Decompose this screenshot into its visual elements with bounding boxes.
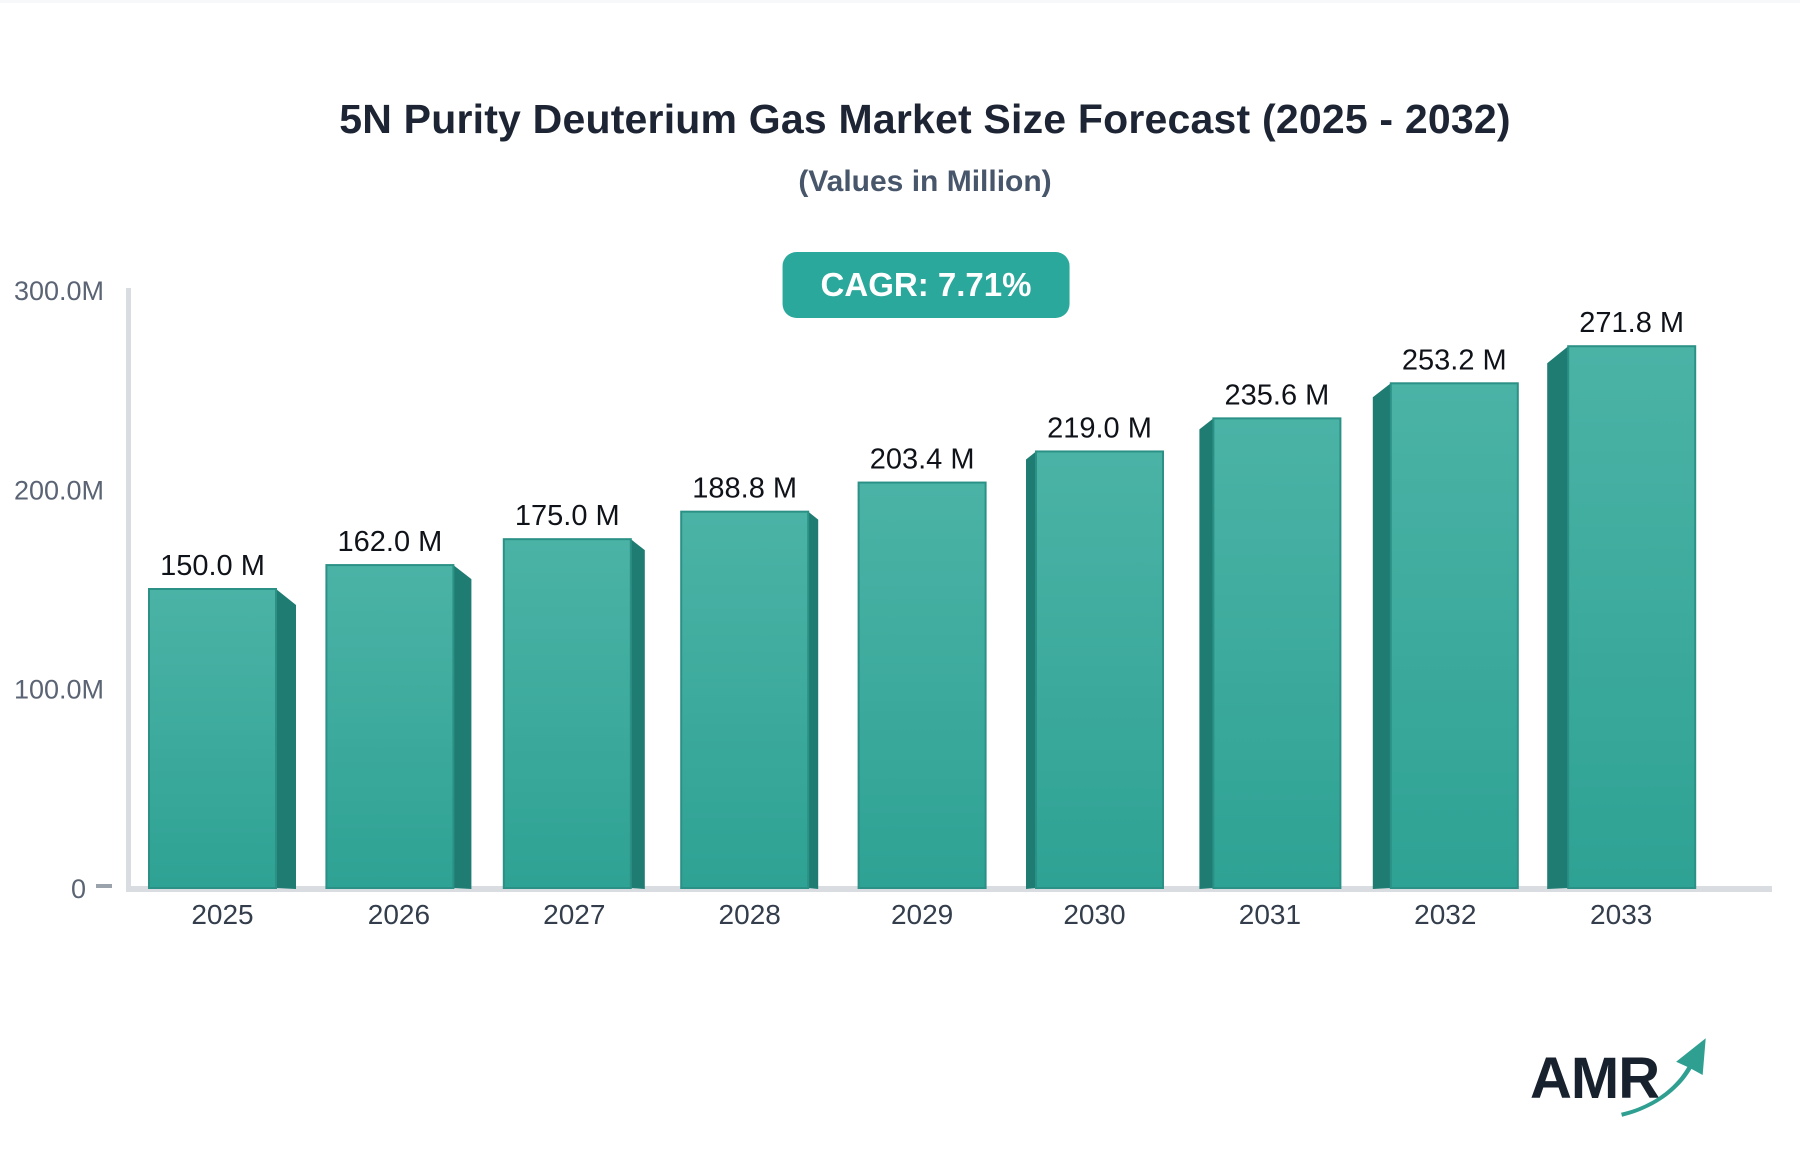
bar-value-label-2029: 203.4 M [870,444,975,476]
bar-side-face-2025 [276,589,296,889]
bar-2028 [680,510,810,889]
bar-2027 [502,538,632,890]
bar-side-face-2030 [1026,451,1036,889]
y-axis-tick-label: 200.0M [14,475,104,505]
chart-title: 5N Purity Deuterium Gas Market Size Fore… [339,96,1511,142]
chart-header: 5N Purity Deuterium Gas Market Size Fore… [50,96,1800,199]
x-axis-label-2032: 2032 [1414,899,1476,930]
bar-side-face-2031 [1199,418,1214,889]
y-axis-zero-dash [96,884,112,888]
bar-side-face-2032 [1372,383,1391,889]
x-axis-label-2033: 2033 [1590,899,1652,930]
bar-value-label-2031: 235.6 M [1225,379,1330,411]
bar-2032 [1389,382,1519,889]
bar-side-face-2033 [1547,346,1569,889]
logo-growth-arrow-icon [1621,1038,1706,1117]
bar-value-label-2032: 253.2 M [1402,344,1507,376]
x-axis-label-2031: 2031 [1239,899,1301,930]
chart-subtitle: (Values in Million) [798,165,1052,198]
page-top-border [0,0,1800,3]
y-axis-tick-label: 100.0M [14,675,104,705]
amr-logo-text: AMR [1530,1046,1660,1111]
bar-value-label-2027: 175.0 M [515,500,620,532]
cagr-badge: CAGR: 7.71% [782,252,1070,318]
bar-side-face-2026 [453,565,472,889]
y-axis-line [126,288,131,888]
bar-2026 [325,564,455,890]
bar-side-face-2027 [630,539,645,889]
y-axis-tick-label: 300.0M [14,276,104,306]
y-axis-tick-label: 0 [71,874,86,904]
bar-2029 [857,481,987,889]
bar-2033 [1567,345,1697,890]
x-axis-label-2027: 2027 [543,899,605,930]
x-axis-label-2030: 2030 [1063,899,1125,930]
bar-value-label-2025: 150.0 M [160,550,265,582]
x-axis-label-2028: 2028 [719,899,781,930]
x-axis-label-2026: 2026 [368,899,430,930]
bar-value-label-2028: 188.8 M [692,473,797,505]
bar-2030 [1035,450,1164,889]
bar-value-label-2033: 271.8 M [1579,307,1684,339]
x-axis-label-2029: 2029 [891,899,953,930]
x-axis-label-2025: 2025 [191,899,253,930]
bar-2031 [1212,417,1342,889]
bar-value-label-2026: 162.0 M [338,526,443,558]
bar-side-face-2028 [808,511,819,889]
bar-value-label-2030: 219.0 M [1047,412,1152,444]
bar-2025 [148,588,277,889]
amr-logo: AMR [1522,1022,1722,1122]
